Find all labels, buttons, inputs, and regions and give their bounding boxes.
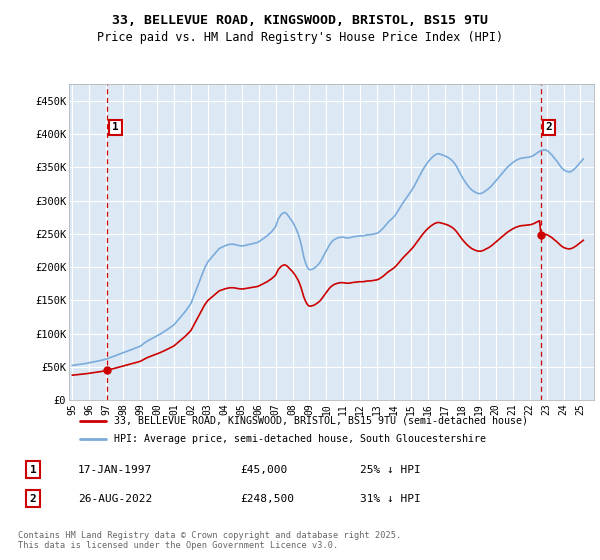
- Text: 25% ↓ HPI: 25% ↓ HPI: [360, 465, 421, 475]
- Text: 33, BELLEVUE ROAD, KINGSWOOD, BRISTOL, BS15 9TU: 33, BELLEVUE ROAD, KINGSWOOD, BRISTOL, B…: [112, 14, 488, 27]
- Text: £45,000: £45,000: [240, 465, 287, 475]
- Text: Contains HM Land Registry data © Crown copyright and database right 2025.
This d: Contains HM Land Registry data © Crown c…: [18, 530, 401, 550]
- Text: 1: 1: [112, 122, 119, 132]
- Text: 17-JAN-1997: 17-JAN-1997: [78, 465, 152, 475]
- Text: 31% ↓ HPI: 31% ↓ HPI: [360, 494, 421, 503]
- Text: 2: 2: [29, 494, 37, 503]
- Text: 1: 1: [29, 465, 37, 475]
- Text: 33, BELLEVUE ROAD, KINGSWOOD, BRISTOL, BS15 9TU (semi-detached house): 33, BELLEVUE ROAD, KINGSWOOD, BRISTOL, B…: [113, 416, 527, 426]
- Text: Price paid vs. HM Land Registry's House Price Index (HPI): Price paid vs. HM Land Registry's House …: [97, 31, 503, 44]
- Text: HPI: Average price, semi-detached house, South Gloucestershire: HPI: Average price, semi-detached house,…: [113, 434, 485, 444]
- Text: 2: 2: [546, 122, 553, 132]
- Text: 26-AUG-2022: 26-AUG-2022: [78, 494, 152, 503]
- Text: £248,500: £248,500: [240, 494, 294, 503]
